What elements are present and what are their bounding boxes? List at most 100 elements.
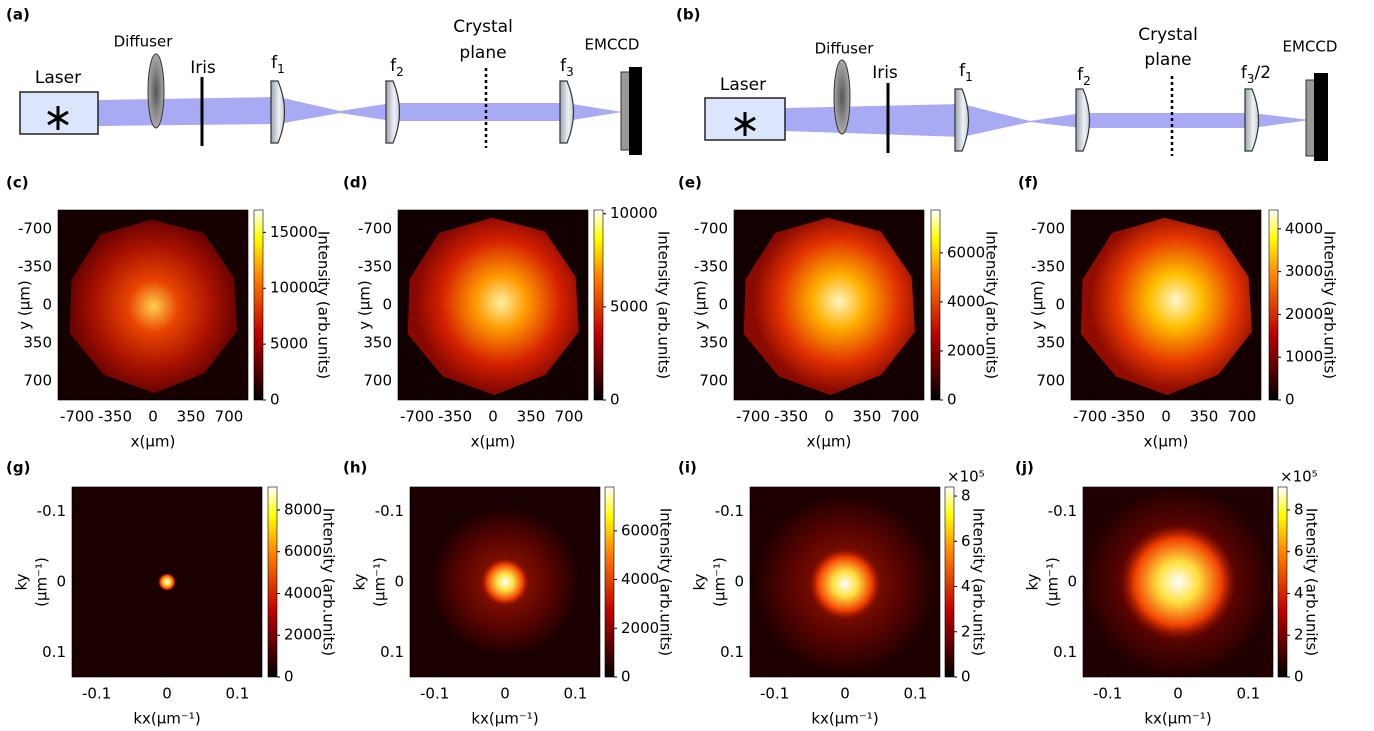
colorbar-tick-label: 8 [1294, 500, 1304, 518]
colorbar-tick-label: 6 [1294, 542, 1304, 560]
panel-label: (a) [6, 6, 30, 24]
x-tick-label: -350 [1111, 408, 1145, 426]
y-tick-label: -350 [694, 258, 728, 276]
laser-label: Laser [720, 75, 766, 95]
panel-label: (e) [678, 174, 702, 192]
lens [1245, 89, 1259, 151]
colorbar-tick-label: 2000 [621, 619, 659, 637]
x-tick-label: 700 [555, 408, 584, 426]
colorbar-tick-label: 4000 [284, 584, 322, 602]
colorbar-tick-label: 0 [961, 668, 971, 686]
colorbar-tick-label: 0 [610, 391, 620, 409]
x-tick-label: -0.1 [420, 685, 449, 703]
y-axis-label: (µm⁻¹) [371, 557, 389, 607]
colorbar-tick-label: 8000 [284, 500, 322, 518]
lens-label: f2 [390, 56, 404, 79]
y-tick-label: 700 [699, 372, 728, 390]
diffuser [148, 54, 164, 128]
colorbar-label: Intensity (arb.units) [1303, 508, 1321, 656]
y-tick-label: -0.1 [37, 502, 66, 520]
lens-label: f1 [271, 53, 285, 76]
colorbar [254, 210, 263, 400]
colorbar-tick-label: 10000 [270, 279, 318, 297]
y-axis-label: y (µm) [356, 280, 374, 330]
lens-sub: 3 [1247, 72, 1255, 86]
colorbar-tick-label: 0 [1285, 391, 1295, 409]
x-tick-label: 350 [517, 408, 546, 426]
camera [629, 67, 642, 155]
colorbar-label: Intensity (arb.units) [315, 231, 333, 379]
colorbar-offset-label: ×10⁵ [947, 468, 985, 486]
colorbar-tick-label: 4 [1294, 584, 1304, 602]
x-tick-label: 0 [488, 408, 498, 426]
colorbar-label: Intensity (arb.units) [1321, 231, 1339, 379]
panel-label: (b) [676, 6, 700, 24]
y-tick-label: 0.1 [42, 643, 66, 661]
colorbar-tick-label: 6000 [947, 243, 985, 261]
colorbar-tick-label: 4000 [947, 292, 985, 310]
camera [1314, 73, 1328, 161]
x-tick-label: 0.1 [563, 685, 587, 703]
x-tick-label: 0 [500, 685, 510, 703]
camera-label: EMCCD [1283, 38, 1338, 56]
y-tick-label: -0.1 [1048, 502, 1077, 520]
setup-a: (a) Laser Diffuser Iris f1 f2 f3 Crystal… [6, 6, 642, 156]
x-tick-label: -700 [400, 408, 434, 426]
x-tick-label: 700 [1228, 408, 1257, 426]
y-tick-label: -0.1 [715, 502, 744, 520]
x-tick-label: -0.1 [82, 685, 111, 703]
lens-suffix: /2 [1255, 63, 1272, 83]
colorbar-tick-label: 0 [1294, 668, 1304, 686]
panel-label: (i) [678, 459, 697, 477]
colorbar-tick-label: 4000 [621, 570, 659, 588]
colorbar-tick-label: 3000 [1285, 262, 1323, 280]
heatmap-image [1120, 524, 1236, 640]
y-tick-label: -700 [1031, 220, 1065, 238]
colorbar [1278, 487, 1287, 677]
x-axis-label: kx(µm⁻¹) [471, 710, 538, 728]
colorbar-tick-label: 6 [961, 532, 971, 550]
y-tick-label: 350 [23, 334, 52, 352]
x-axis-label: x(µm) [471, 433, 516, 451]
colorbar-tick-label: 0 [947, 391, 957, 409]
laser-label: Laser [35, 68, 81, 88]
lens-sub: 3 [566, 65, 574, 79]
colorbar-tick-label: 4000 [1285, 219, 1323, 237]
lens [271, 81, 285, 143]
y-tick-label: 0.1 [720, 643, 744, 661]
colorbar-tick-label: 5000 [270, 335, 308, 353]
colorbar-tick-label: 1000 [1285, 348, 1323, 366]
x-tick-label: 0.1 [1236, 685, 1260, 703]
lens [386, 81, 400, 143]
y-tick-label: -350 [18, 258, 52, 276]
y-tick-label: 0 [56, 573, 66, 591]
x-tick-label: -0.1 [760, 685, 789, 703]
lens [1076, 89, 1090, 151]
colorbar-label: Intensity (arb.units) [655, 231, 673, 379]
y-tick-label: 0 [1067, 573, 1077, 591]
lens-sub: 2 [396, 65, 404, 79]
crystal-label: plane [459, 43, 506, 63]
x-tick-label: -700 [1073, 408, 1107, 426]
x-tick-label: 350 [853, 408, 882, 426]
y-axis-label: y (µm) [1029, 280, 1047, 330]
panel-label: (f) [1018, 174, 1038, 192]
heatmap-image [158, 573, 176, 591]
x-axis-label: x(µm) [131, 433, 176, 451]
y-tick-label: 700 [363, 372, 392, 390]
y-tick-label: -350 [358, 258, 392, 276]
heatmap-image [809, 548, 881, 620]
lens-sub: 1 [277, 62, 285, 76]
crystal-label: Crystal [453, 17, 513, 37]
colorbar-tick-label: 0 [284, 668, 294, 686]
x-tick-label: -350 [98, 408, 132, 426]
y-tick-label: 0 [734, 573, 744, 591]
lens-sub: 1 [965, 70, 973, 84]
y-axis-label: (µm⁻¹) [1044, 557, 1062, 607]
heatmap-image [481, 558, 529, 606]
x-tick-label: 0.1 [903, 685, 927, 703]
crystal-label: plane [1144, 50, 1191, 70]
lens [955, 89, 969, 151]
colorbar-tick-label: 0 [270, 391, 280, 409]
x-axis-label: x(µm) [1144, 433, 1189, 451]
